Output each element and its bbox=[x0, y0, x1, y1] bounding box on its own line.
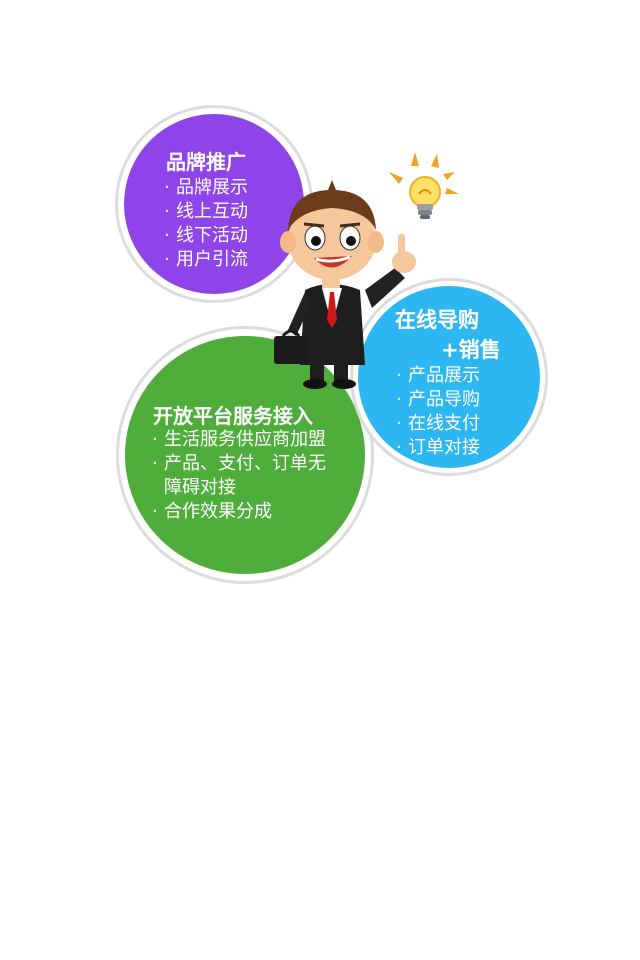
platform-circle-title: 开放平台服务接入 bbox=[153, 404, 313, 428]
list-item: 产品展示 bbox=[396, 364, 480, 388]
shopping-circle-list: 产品展示 产品导购 在线支付 订单对接 bbox=[396, 364, 480, 460]
list-item: 在线支付 bbox=[396, 412, 480, 436]
list-item: 生活服务供应商加盟 bbox=[152, 428, 326, 452]
list-item: 合作效果分成 bbox=[152, 500, 326, 524]
list-item: 产品导购 bbox=[396, 388, 480, 412]
list-item-continuation: 障碍对接 bbox=[164, 477, 236, 498]
lightbulb-idea-icon bbox=[389, 152, 459, 219]
businessman-pointing-icon bbox=[274, 180, 416, 389]
platform-circle-list: 生活服务供应商加盟 产品、支付、订单无 障碍对接 合作效果分成 bbox=[152, 428, 326, 524]
list-item: 订单对接 bbox=[396, 436, 480, 460]
brand-circle-list: 品牌展示 线上互动 线下活动 用户引流 bbox=[164, 176, 248, 272]
list-item: 产品、支付、订单无 bbox=[152, 452, 326, 476]
shopping-circle-title-line2: +销售 bbox=[441, 338, 501, 362]
brand-circle-title: 品牌推广 bbox=[166, 150, 246, 174]
list-item: 品牌展示 bbox=[164, 176, 248, 200]
list-item: 用户引流 bbox=[164, 248, 248, 272]
list-item: 线上互动 bbox=[164, 200, 248, 224]
list-item: 线下活动 bbox=[164, 224, 248, 248]
shopping-circle-title-line1: 在线导购 bbox=[395, 308, 479, 332]
